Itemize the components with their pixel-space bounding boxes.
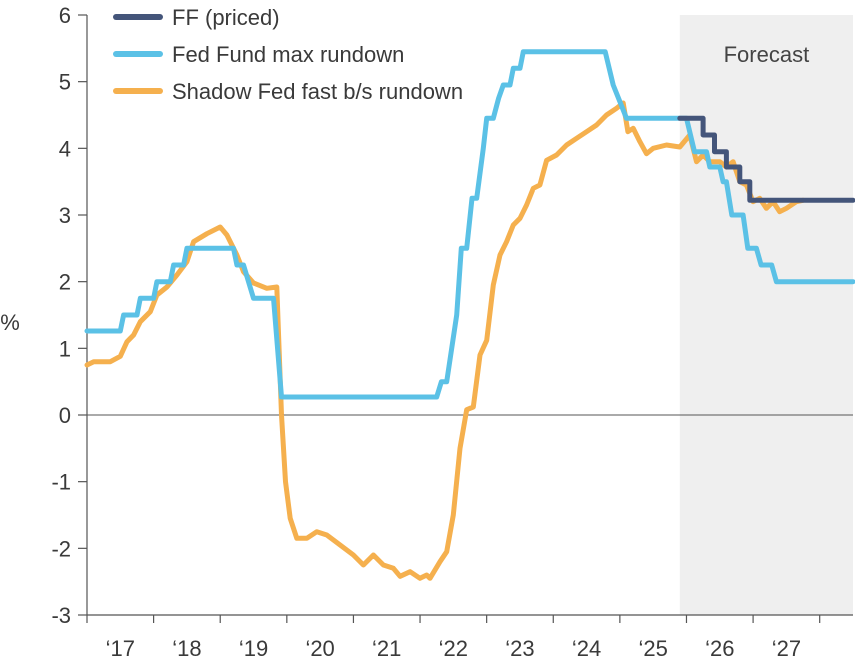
legend-label-1: Fed Fund max rundown [172,42,404,67]
axes [86,15,853,616]
legend: FF (priced) Fed Fund max rundown Shadow Fe… [113,5,463,104]
y-tick-label: 0 [59,403,71,428]
x-tick-label: ‘18 [172,636,201,661]
forecast-label: Forecast [724,42,810,67]
x-tick-label: ‘25 [638,636,667,661]
y-tick-label: -1 [51,470,71,495]
y-axis-ticks: 6 5 4 3 2 1 0 -1 -2 -3 [51,3,87,628]
series-lines [84,49,855,581]
y-tick-label: 5 [59,70,71,95]
x-tick-label: ‘21 [372,636,401,661]
x-tick-label: ‘26 [705,636,734,661]
legend-label-0: FF (priced) [172,5,280,30]
x-axis-ticks: ‘17 ‘18 ‘19 ‘20 ‘21 ‘22 ‘23 ‘24 ‘25 ‘26 ‘27 [86,615,821,661]
x-tick-label: ‘27 [772,636,801,661]
x-tick-label: ‘17 [106,636,135,661]
forecast-band [679,15,853,615]
series-line-1 [84,49,855,400]
y-tick-label: 2 [59,270,71,295]
x-tick-label: ‘24 [572,636,601,661]
y-tick-label: -2 [51,536,71,561]
y-tick-label: 4 [59,136,71,161]
x-tick-label: ‘22 [439,636,468,661]
legend-label-2: Shadow Fed fast b/s rundown [172,79,463,104]
series-line-0 [677,115,855,203]
y-tick-label: 6 [59,3,71,28]
y-axis-label: % [0,310,20,335]
y-tick-label: -3 [51,603,71,628]
x-tick-label: ‘20 [305,636,334,661]
x-tick-label: ‘19 [239,636,268,661]
x-tick-label: ‘23 [505,636,534,661]
y-tick-label: 1 [59,336,71,361]
y-tick-label: 3 [59,203,71,228]
series-line-2 [84,100,806,581]
